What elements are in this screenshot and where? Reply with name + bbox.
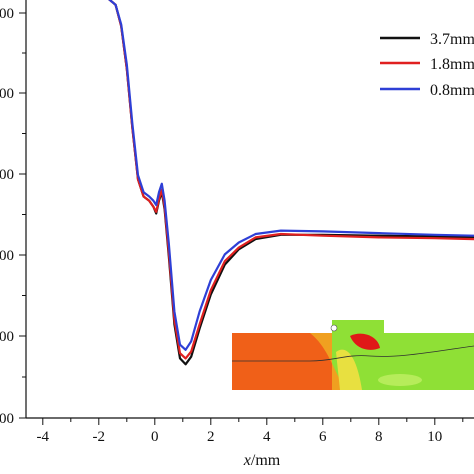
- series-line-0-8mm: [108, 0, 474, 351]
- x-tick-label: -2: [93, 429, 106, 445]
- x-axis-title-variable: x: [243, 452, 251, 469]
- inset-center-line: [232, 345, 474, 362]
- inset-light-spot: [378, 374, 422, 386]
- x-axis-title-unit: /mm: [251, 452, 281, 469]
- x-axis-title: x/mm: [243, 452, 281, 469]
- axes: -4 -2 0 2 4 6 8 10 00 00 00 00 00 00: [0, 0, 474, 445]
- y-tick-label: 00: [0, 86, 14, 102]
- series-layer: [108, 0, 474, 366]
- legend-label: 1.8mm: [430, 56, 474, 73]
- legend-label: 0.8mm: [430, 82, 474, 99]
- inset-transition-zone: [310, 333, 345, 390]
- series-line-1-8mm: [108, 0, 474, 360]
- inset-body-left: [232, 333, 332, 390]
- x-tick-label: 6: [319, 429, 327, 445]
- y-tick-label: 00: [0, 329, 14, 345]
- x-tick-label: 2: [207, 429, 215, 445]
- x-tick-label: 8: [375, 429, 383, 445]
- series-line-3-7mm: [108, 0, 474, 366]
- inset-marker: [330, 324, 338, 332]
- legend-label: 3.7mm: [430, 31, 474, 48]
- inset-warm-band: [336, 349, 362, 390]
- x-tick-label: 4: [263, 429, 271, 445]
- contour-inset: [232, 320, 474, 390]
- inset-top-block: [332, 320, 384, 334]
- y-tick-label: 00: [0, 6, 14, 22]
- y-tick-label: 00: [0, 248, 14, 264]
- x-tick-label: 10: [427, 429, 442, 445]
- x-tick-label: -4: [37, 429, 50, 445]
- legend: 3.7mm 1.8mm 0.8mm: [380, 31, 474, 99]
- y-tick-label: 00: [0, 411, 14, 427]
- inset-hot-spot: [350, 333, 380, 350]
- x-tick-label: 0: [151, 429, 159, 445]
- y-tick-label: 00: [0, 167, 14, 183]
